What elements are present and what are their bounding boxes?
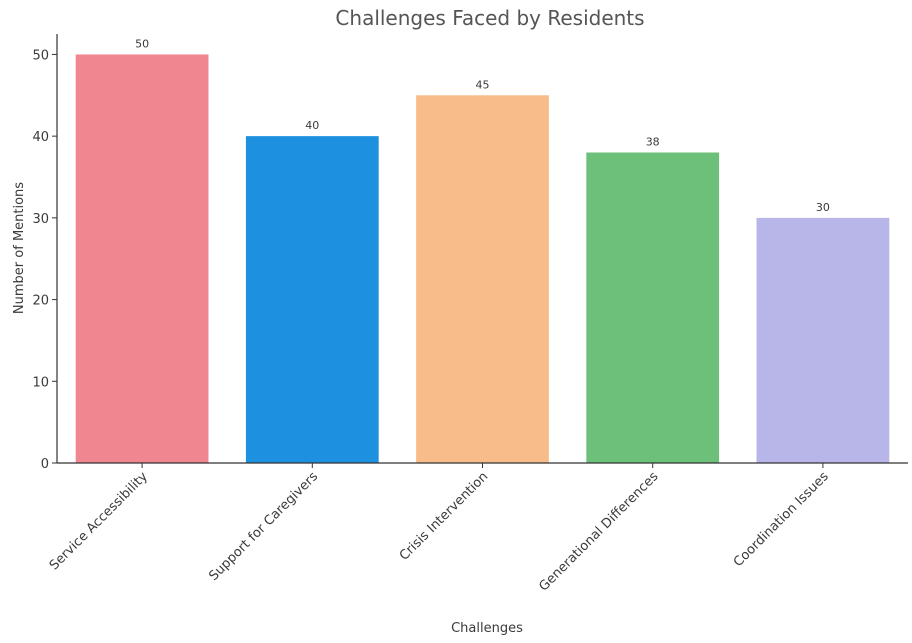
y-tick-label: 10 [32,375,49,390]
chart-title: Challenges Faced by Residents [335,6,644,30]
y-tick-label: 50 [32,48,49,63]
bar [416,95,549,464]
y-axis-title: Number of Mentions [12,182,27,314]
y-tick-label: 40 [32,130,49,145]
data-label: 45 [476,78,490,91]
y-tick-label: 30 [32,212,49,227]
data-label: 38 [646,135,660,148]
y-tick-label: 20 [32,294,49,309]
data-label: 40 [305,119,319,132]
bar [245,136,379,463]
data-label: 30 [816,201,830,214]
bar [75,54,209,464]
x-axis: Service Accessibility Support for Caregiv… [47,462,908,594]
bar [586,152,720,463]
y-axis: 0 10 20 30 40 50 [32,34,58,472]
data-labels-group: 50 40 45 38 30 [135,37,830,213]
x-tick-label: Crisis Intervention [397,469,492,564]
y-tick-label: 0 [41,457,49,472]
x-tick-label: Service Accessibility [47,469,151,573]
bar [756,217,890,463]
data-label: 50 [135,37,149,50]
x-axis-title: Challenges [451,621,523,636]
x-tick-label: Generational Differences [536,469,661,594]
x-tick-label: Support for Caregivers [206,469,321,584]
bars-group [75,54,890,464]
x-tick-label: Coordination Issues [731,469,832,570]
